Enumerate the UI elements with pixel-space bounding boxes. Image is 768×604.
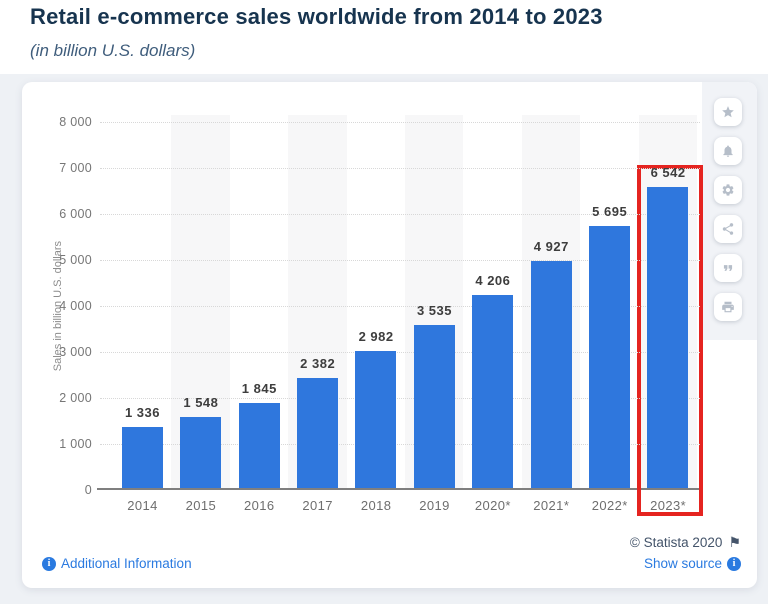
x-tick-label-2020: 2020* (474, 498, 511, 513)
chart-card: Sales in billion U.S. dollars 1 336 2014 1… (22, 82, 757, 588)
x-tick-label-2022: 2022* (591, 498, 628, 513)
x-tick-label-2015: 2015 (185, 498, 217, 513)
bar-value-label: 5 695 (592, 204, 628, 219)
notifications-button[interactable] (714, 137, 742, 165)
x-tick-label-2016: 2016 (244, 498, 275, 513)
bar-2019[interactable] (413, 325, 455, 488)
x-tick-label-2018: 2018 (360, 498, 392, 513)
settings-button[interactable] (714, 176, 742, 204)
y-tick-label: 7 000 (59, 161, 92, 175)
bar-chart: Sales in billion U.S. dollars 1 336 2014 1… (22, 82, 703, 516)
y-tick-label: 2 000 (59, 391, 92, 405)
y-tick-label: 4 000 (59, 299, 92, 313)
bar-2018[interactable] (355, 351, 397, 488)
page-subtitle: (in billion U.S. dollars) (30, 41, 196, 60)
x-tick-label-2019: 2019 (419, 498, 450, 513)
gridline (100, 352, 700, 353)
side-toolbar (714, 98, 742, 332)
y-tick-label: 3 000 (59, 345, 92, 359)
bar-2017[interactable] (296, 378, 338, 488)
bar-value-label: 1 845 (241, 381, 277, 396)
bar-value-label: 4 206 (475, 273, 511, 288)
gridline (100, 260, 700, 261)
print-button[interactable] (714, 293, 742, 321)
favorite-button[interactable] (714, 98, 742, 126)
bar-value-label: 1 336 (124, 405, 161, 420)
bar-2020*[interactable] (472, 295, 514, 488)
page-title: Retail e-commerce sales worldwide from 2… (30, 4, 603, 29)
x-tick-label-2021: 2021* (533, 498, 570, 513)
bar-2014[interactable] (121, 427, 163, 488)
bar-value-label: 2 382 (300, 356, 336, 371)
bar-2023*[interactable] (647, 187, 689, 488)
y-tick-label: 1 000 (59, 437, 92, 451)
bar-value-label: 4 927 (533, 239, 569, 254)
plot-area: 1 336 2014 1 548 2015 1 845 2016 2 382 2017 2 98… (97, 115, 703, 516)
bar-value-label: 2 982 (358, 329, 394, 344)
gridline (100, 444, 700, 445)
y-tick-label: 5 000 (59, 253, 92, 267)
gridline (100, 122, 700, 123)
gear-icon (722, 184, 734, 196)
gridline (100, 398, 700, 399)
page-header: Retail e-commerce sales worldwide from 2… (30, 0, 738, 61)
gridline (100, 168, 700, 169)
copyright: © Statista 2020 ⚑ (630, 534, 741, 551)
gridline (100, 306, 700, 307)
bar-value-label: 3 535 (416, 303, 453, 318)
info-icon: i (727, 556, 741, 571)
x-tick-label-2023: 2023* (650, 498, 687, 513)
additional-information-link[interactable]: i Additional Information (42, 556, 192, 571)
additional-information-label: Additional Information (61, 556, 192, 571)
bar-2015[interactable] (180, 417, 222, 488)
bar-2016[interactable] (238, 403, 280, 488)
x-tick-label-2017: 2017 (302, 498, 333, 513)
star-icon (722, 106, 734, 118)
flag-icon: ⚑ (728, 534, 741, 550)
bell-icon (723, 145, 733, 157)
info-icon: i (42, 556, 56, 571)
y-tick-label: 6 000 (59, 207, 92, 221)
bar-2021*[interactable] (530, 261, 572, 488)
bar-value-label: 6 542 (650, 165, 686, 180)
bar-2022*[interactable] (588, 226, 630, 488)
copyright-text: © Statista 2020 (629, 535, 723, 550)
x-tick-label-2014: 2014 (127, 498, 158, 513)
bar-value-label: 1 548 (183, 395, 219, 410)
x-axis-line (97, 488, 703, 490)
gridline (100, 214, 700, 215)
show-source-label: Show source (643, 556, 722, 571)
show-source-link[interactable]: Show source i (644, 556, 741, 571)
share-button[interactable] (714, 215, 742, 243)
print-icon (722, 301, 734, 313)
y-tick-label: 0 (84, 483, 92, 497)
quote-icon (723, 265, 733, 271)
share-icon (722, 223, 734, 235)
cite-button[interactable] (714, 254, 742, 282)
y-tick-label: 8 000 (59, 115, 92, 129)
